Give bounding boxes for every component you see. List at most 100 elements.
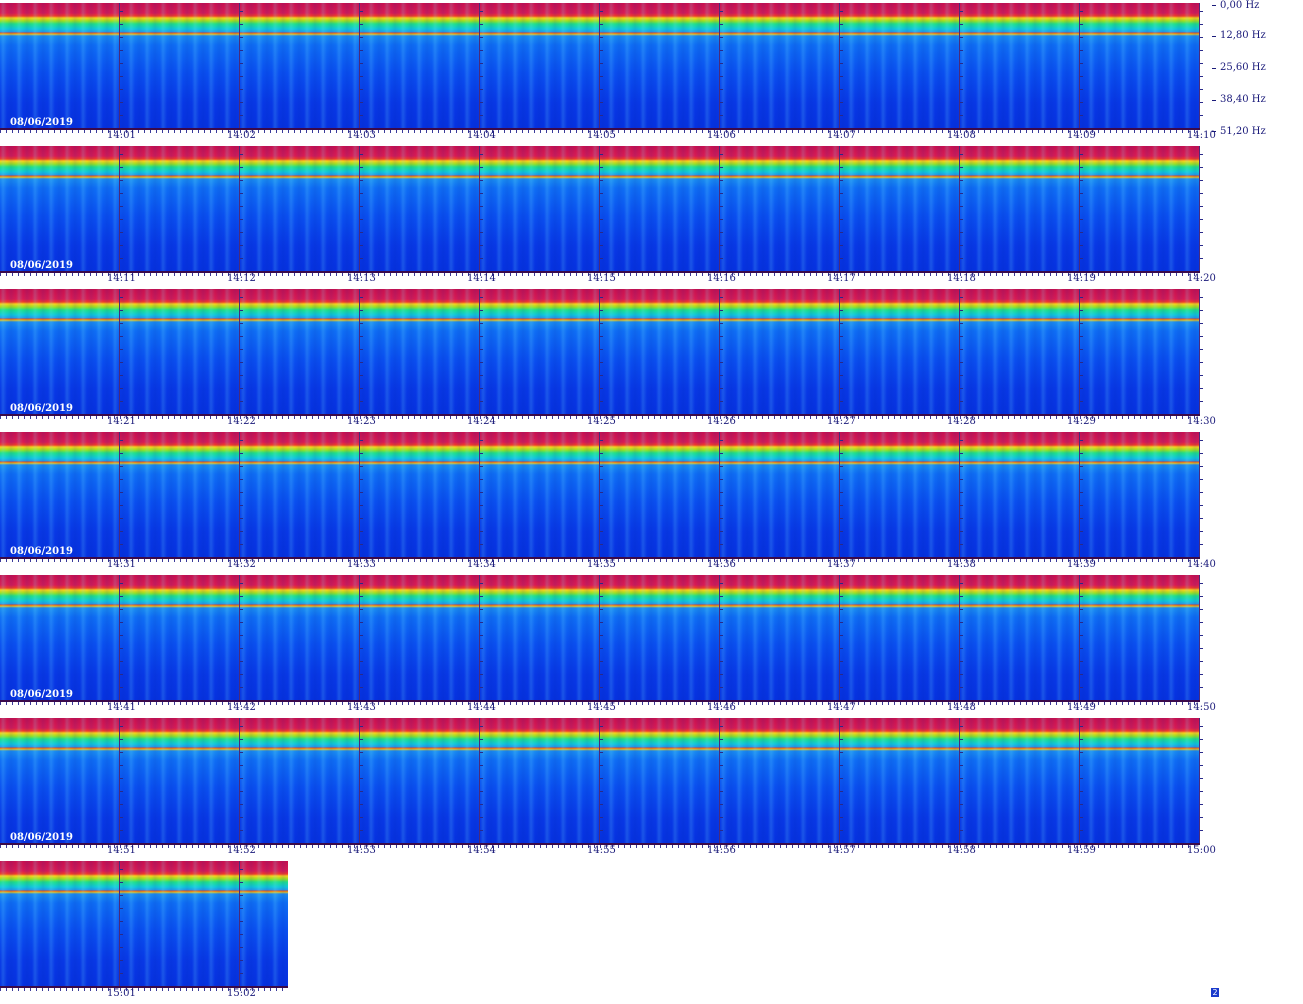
frequency-tick-mark — [840, 830, 843, 831]
frequency-tick-mark — [120, 895, 123, 896]
frequency-tick-mark — [240, 622, 243, 623]
frequency-tick-mark — [840, 687, 843, 688]
strip-date-label: 08/06/2019 — [10, 403, 73, 414]
frequency-tick-mark — [480, 752, 483, 753]
frequency-tick-mark — [240, 245, 243, 246]
frequency-tick-mark — [240, 37, 243, 38]
minute-divider — [599, 289, 600, 414]
frequency-tick-mark — [720, 89, 723, 90]
frequency-tick-mark — [360, 297, 363, 298]
frequency-tick-mark — [600, 388, 603, 389]
frequency-tick-mark — [240, 921, 243, 922]
frequency-tick-mark — [120, 440, 123, 441]
frequency-tick-mark — [120, 661, 123, 662]
time-label: 14:23 — [347, 416, 376, 427]
time-axis-line — [0, 986, 288, 988]
minute-divider — [359, 718, 360, 843]
frequency-tick-mark — [480, 492, 483, 493]
frequency-tick-mark — [1080, 687, 1083, 688]
frequency-tick-mark — [600, 310, 603, 311]
frequency-tick-mark — [480, 232, 483, 233]
frequency-tick-mark — [1080, 830, 1083, 831]
frequency-tick-mark — [720, 154, 723, 155]
minute-divider — [599, 146, 600, 271]
frequency-tick-mark — [120, 869, 123, 870]
frequency-tick-mark — [120, 596, 123, 597]
frequency-tick-mark — [720, 180, 723, 181]
minute-divider — [119, 146, 120, 271]
frequency-tick-mark — [600, 50, 603, 51]
frequency-tick-mark — [480, 362, 483, 363]
frequency-tick-mark — [840, 609, 843, 610]
frequency-tick-mark — [600, 609, 603, 610]
frequency-tick-mark — [360, 349, 363, 350]
frequency-tick-mark — [1080, 752, 1083, 753]
minute-divider — [1079, 575, 1080, 700]
frequency-tick-mark — [240, 973, 243, 974]
frequency-tick-mark — [240, 401, 243, 402]
frequency-tick-mark — [120, 492, 123, 493]
frequency-tick-mark — [960, 765, 963, 766]
frequency-tick-mark — [120, 583, 123, 584]
frequency-tick-mark — [360, 102, 363, 103]
frequency-tick-mark — [960, 297, 963, 298]
frequency-tick-mark — [840, 362, 843, 363]
frequency-tick-mark — [1080, 310, 1083, 311]
minute-divider — [719, 3, 720, 128]
frequency-tick-mark — [960, 219, 963, 220]
frequency-tick-mark — [360, 115, 363, 116]
frequency-tick-mark — [960, 154, 963, 155]
frequency-tick-mark — [480, 76, 483, 77]
frequency-tick-mark — [360, 453, 363, 454]
frequency-tick-mark — [720, 11, 723, 12]
frequency-tick-mark — [1200, 453, 1203, 454]
frequency-tick-mark — [840, 479, 843, 480]
frequency-tick-mark — [480, 349, 483, 350]
frequency-tick-mark — [840, 505, 843, 506]
frequency-tick-mark — [240, 167, 243, 168]
frequency-tick-mark — [1080, 596, 1083, 597]
frequency-tick-mark — [960, 388, 963, 389]
frequency-tick-mark — [480, 63, 483, 64]
frequency-tick-mark — [600, 804, 603, 805]
frequency-tick-mark — [720, 76, 723, 77]
frequency-tick-mark — [960, 726, 963, 727]
frequency-tick-mark — [840, 24, 843, 25]
frequency-tick-mark — [120, 76, 123, 77]
frequency-tick-mark — [480, 89, 483, 90]
frequency-tick-mark — [480, 830, 483, 831]
minute-divider — [119, 3, 120, 128]
time-label: 14:04 — [467, 130, 496, 141]
frequency-tick-mark — [600, 362, 603, 363]
frequency-tick-mark — [120, 336, 123, 337]
frequency-tick-mark — [840, 154, 843, 155]
frequency-tick-mark — [480, 609, 483, 610]
time-label: 14:53 — [347, 845, 376, 856]
frequency-tick-mark — [1200, 544, 1203, 545]
time-axis-line — [0, 843, 1200, 845]
frequency-tick-mark — [720, 674, 723, 675]
frequency-tick-mark — [600, 245, 603, 246]
frequency-tick-mark — [720, 310, 723, 311]
time-label: 14:29 — [1067, 416, 1096, 427]
frequency-tick-mark — [960, 518, 963, 519]
frequency-tick-mark — [120, 11, 123, 12]
frequency-tick-mark — [600, 323, 603, 324]
frequency-tick-mark — [360, 323, 363, 324]
frequency-tick-mark — [960, 622, 963, 623]
minute-divider — [479, 146, 480, 271]
frequency-tick-mark — [720, 778, 723, 779]
spectrogram-image — [0, 3, 1200, 128]
frequency-tick-mark — [120, 167, 123, 168]
frequency-tick-mark — [360, 635, 363, 636]
frequency-tick-mark — [1200, 791, 1203, 792]
frequency-tick-mark — [960, 63, 963, 64]
frequency-tick-mark — [240, 349, 243, 350]
frequency-tick-mark — [720, 362, 723, 363]
frequency-tick-mark — [240, 908, 243, 909]
frequency-tick-mark — [1080, 323, 1083, 324]
frequency-tick-mark — [1200, 466, 1203, 467]
frequency-tick-mark — [360, 687, 363, 688]
frequency-tick-mark — [1200, 388, 1203, 389]
frequency-tick-mark — [840, 245, 843, 246]
